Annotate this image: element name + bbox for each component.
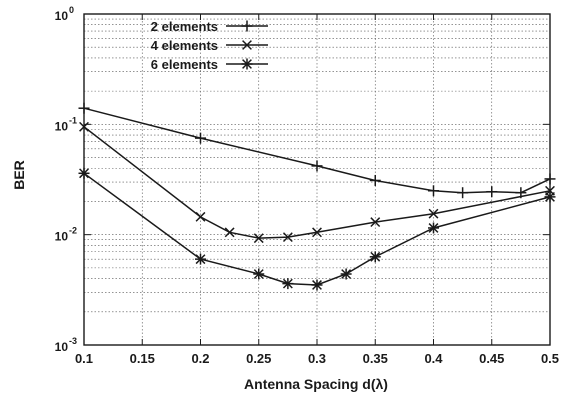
x-tick-label: 0.1 (75, 351, 93, 366)
tick-labels: 0.1 0.15 0.2 0.25 0.3 0.35 0.4 0.45 0.510 -310 -21… (55, 5, 559, 366)
data-point (195, 211, 206, 222)
marker-stroke (370, 251, 381, 262)
data-point (282, 278, 294, 290)
data-point (253, 233, 264, 244)
data-point (486, 186, 498, 198)
y-tick-label: 10 (55, 340, 69, 354)
data-point (78, 167, 90, 179)
data-point (544, 173, 556, 185)
y-tick-label: 10 (55, 119, 69, 133)
data-point (79, 121, 89, 132)
data-point (369, 174, 381, 186)
marker-stroke (195, 254, 206, 265)
data-point (370, 217, 381, 228)
data-point (428, 222, 439, 234)
legend-label: 2 elements (151, 19, 218, 34)
data-point (195, 132, 206, 144)
marker-stroke (370, 217, 381, 228)
legend: 2 elements 4 elements 6 elements (151, 19, 268, 72)
y-tick-exponent: 0 (69, 5, 74, 15)
marker-stroke (312, 280, 322, 290)
marker-stroke (282, 232, 293, 243)
legend-item: 6 elements (151, 57, 268, 72)
data-point (195, 253, 206, 265)
x-tick-label: 0.4 (424, 351, 443, 366)
y-tick-exponent: -1 (69, 115, 77, 125)
x-tick-label: 0.25 (246, 351, 271, 366)
data-point (312, 227, 322, 238)
marker-stroke (428, 223, 439, 233)
x-tick-label: 0.15 (130, 351, 155, 366)
x-axis-title: Antenna Spacing d(λ) (244, 376, 388, 392)
data-point (282, 232, 293, 243)
x-tick-label: 0.35 (363, 351, 388, 366)
marker-stroke (282, 278, 293, 289)
marker-stroke (224, 227, 235, 238)
x-tick-label: 0.3 (308, 351, 326, 366)
data-point (311, 160, 323, 172)
x-tick-label: 0.5 (541, 351, 559, 366)
marker-stroke (242, 59, 252, 69)
legend-marker (242, 40, 252, 50)
marker-stroke (312, 227, 322, 238)
data-point (311, 279, 323, 291)
marker-stroke (253, 233, 264, 244)
y-tick-label: 10 (55, 9, 69, 23)
y-tick-label: 10 (55, 230, 69, 244)
data-point (369, 251, 381, 263)
data-point (428, 185, 439, 197)
data-point (544, 191, 556, 203)
data-point (428, 208, 439, 219)
marker-stroke (341, 269, 352, 279)
legend-marker (241, 20, 253, 32)
marker-stroke (195, 211, 206, 222)
data-point (340, 268, 352, 280)
marker-stroke (79, 168, 89, 179)
x-tick-label: 0.2 (191, 351, 209, 366)
data-point (224, 227, 235, 238)
legend-label: 6 elements (151, 57, 218, 72)
data-point (457, 187, 469, 199)
legend-item: 4 elements (151, 38, 268, 53)
y-axis-title: BER (11, 160, 27, 190)
x-tick-label: 0.45 (479, 351, 504, 366)
series-layer (78, 102, 556, 291)
series-2 (79, 121, 555, 244)
marker-stroke (253, 269, 264, 279)
y-tick-exponent: -2 (69, 226, 77, 236)
marker-stroke (545, 191, 555, 202)
legend-marker (241, 58, 253, 70)
legend-item: 2 elements (151, 19, 268, 34)
y-tick-exponent: -3 (69, 336, 77, 346)
data-point (253, 268, 265, 280)
series-3 (78, 167, 556, 291)
marker-stroke (79, 121, 89, 132)
legend-label: 4 elements (151, 38, 218, 53)
marker-stroke (242, 40, 252, 50)
series-1 (78, 102, 556, 199)
marker-stroke (428, 208, 439, 219)
data-point (78, 102, 90, 114)
